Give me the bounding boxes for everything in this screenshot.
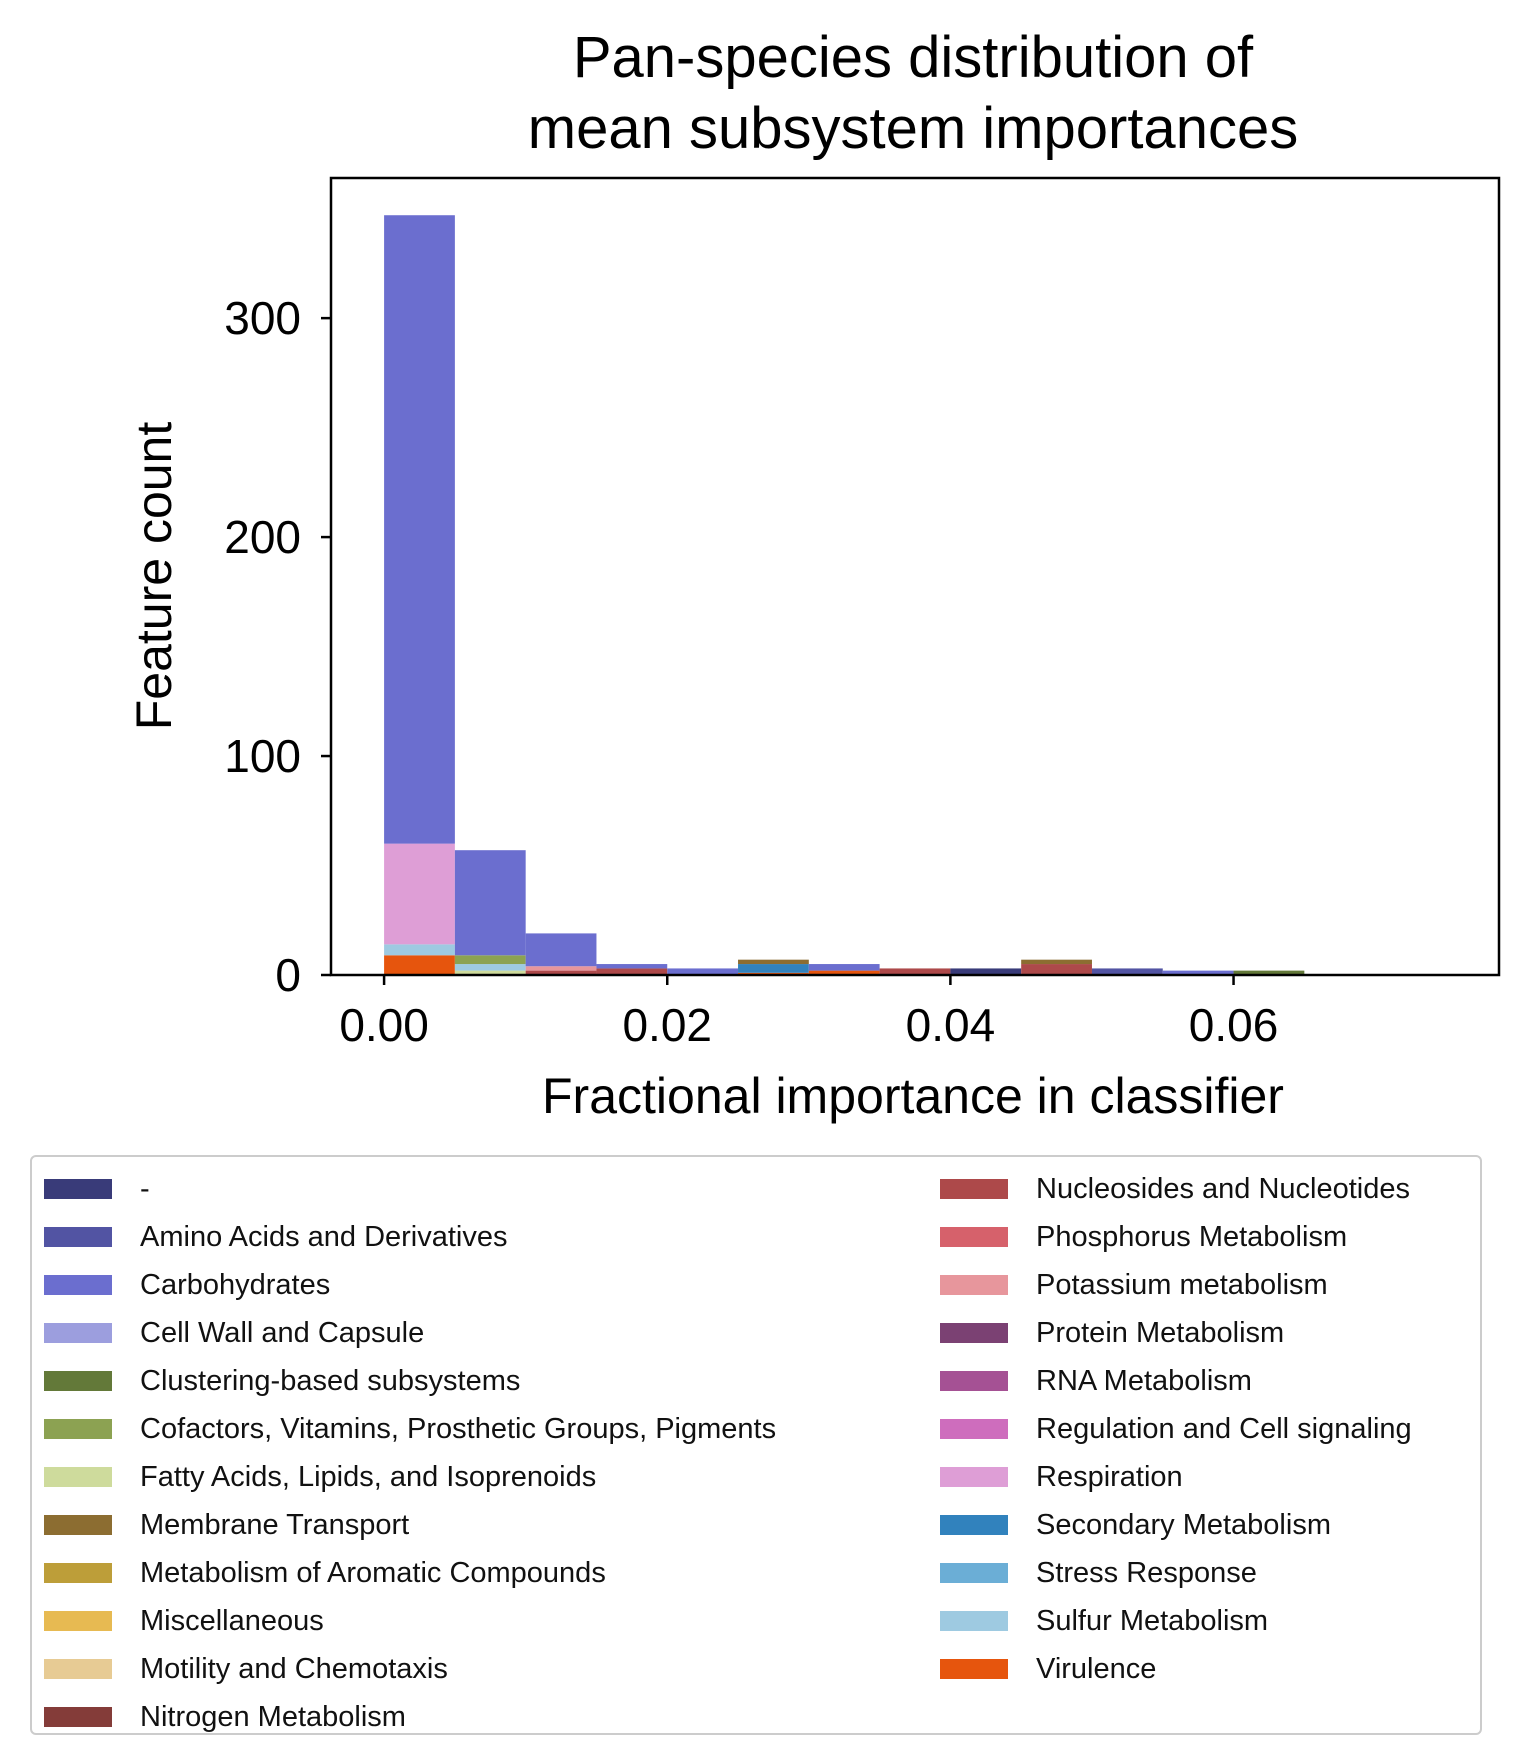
legend-swatch (940, 1515, 1008, 1535)
legend-label: Secondary Metabolism (1036, 1509, 1331, 1541)
legend-swatch (940, 1323, 1008, 1343)
legend-label: Cell Wall and Capsule (140, 1317, 425, 1349)
bar-bin-8-dash (950, 968, 1022, 975)
bar-bin-1-carbohydrates (454, 850, 526, 956)
legend-swatch (44, 1611, 112, 1631)
bar-bin-4-carbohydrates (667, 968, 739, 975)
bar-bin-1-sulfur-metabolism (454, 964, 526, 971)
legend-swatch (940, 1275, 1008, 1295)
y-axis-label: Feature count (126, 422, 182, 731)
legend-swatch (44, 1179, 112, 1199)
x-tick-label: 0.00 (339, 999, 429, 1051)
bar-bin-0-carbohydrates (384, 215, 455, 844)
y-tick-label: 100 (224, 730, 301, 782)
bar-bin-10-amino-acids-and-derivatives (1091, 968, 1163, 975)
legend-swatch (44, 1227, 112, 1247)
legend-label: Motility and Chemotaxis (140, 1653, 448, 1685)
legend-swatch (44, 1323, 112, 1343)
legend-label: Sulfur Metabolism (1036, 1605, 1269, 1637)
bar-bin-0-respiration (384, 843, 455, 945)
bar-bin-6-virulence (808, 970, 880, 975)
legend-label: Clustering-based subsystems (140, 1365, 521, 1397)
y-tick-label: 200 (224, 511, 301, 563)
bar-bin-2-nucleosides-and-nucleotides (525, 970, 597, 975)
bar-bin-12-clustering-based-subsystems (1233, 970, 1305, 975)
legend-swatch (940, 1419, 1008, 1439)
bar-bin-5-secondary-metabolism (738, 964, 809, 973)
legend-swatch (940, 1179, 1008, 1199)
bar-bin-7-nucleosides-and-nucleotides (879, 968, 951, 975)
legend-label: Carbohydrates (140, 1269, 331, 1301)
legend-swatch (44, 1707, 112, 1727)
x-tick-label: 0.04 (906, 999, 996, 1051)
legend-label: Regulation and Cell signaling (1036, 1413, 1412, 1445)
legend: - Amino Acids and Derivatives Carbohydrate… (30, 1155, 1482, 1735)
y-tick-label: 300 (224, 292, 301, 344)
legend-swatch (44, 1275, 112, 1295)
axis-ticks: 0.00 0.02 0.04 0.06 0 100 200 300 (224, 292, 1278, 1051)
bar-bin-1-cofactors-vitamins-prosthetic-groups-pigments (454, 955, 526, 965)
legend-label: Stress Response (1036, 1557, 1257, 1589)
legend-label: Cofactors, Vitamins, Prosthetic Groups, … (140, 1413, 777, 1445)
legend-label: Respiration (1036, 1461, 1183, 1493)
y-tick-label: 0 (275, 949, 301, 1001)
legend-swatch (44, 1419, 112, 1439)
bar-bin-3-nucleosides-and-nucleotides (596, 968, 668, 975)
legend-label: Fatty Acids, Lipids, and Isoprenoids (140, 1461, 597, 1493)
legend-label: Amino Acids and Derivatives (140, 1221, 508, 1253)
bar-bin-2-carbohydrates (525, 933, 597, 967)
x-tick-label: 0.02 (622, 999, 712, 1051)
x-tick-label: 0.06 (1189, 999, 1279, 1051)
bar-bin-1-fatty-acids-lipids-and-isoprenoids (454, 970, 526, 975)
chart-title-line-1: Pan-species distribution of (573, 25, 1254, 90)
plot-frame (329, 176, 1501, 977)
legend-label: Virulence (1036, 1653, 1157, 1685)
legend-swatch (940, 1371, 1008, 1391)
bar-bin-3-carbohydrates (596, 964, 668, 969)
histogram-bars (384, 215, 1305, 975)
legend-label: Miscellaneous (140, 1605, 324, 1637)
legend-label: Protein Metabolism (1036, 1317, 1285, 1349)
legend-swatch (940, 1563, 1008, 1583)
legend-label: Phosphorus Metabolism (1036, 1221, 1348, 1253)
bar-bin-5-membrane-transport (738, 959, 809, 965)
legend-label: Metabolism of Aromatic Compounds (140, 1557, 606, 1589)
x-axis-label: Fractional importance in classifier (542, 1068, 1284, 1124)
legend-swatch (44, 1371, 112, 1391)
legend-swatch (940, 1467, 1008, 1487)
legend-swatch (44, 1563, 112, 1583)
legend-swatch (940, 1227, 1008, 1247)
legend-label: Nitrogen Metabolism (140, 1701, 406, 1733)
legend-label: Membrane Transport (140, 1509, 410, 1541)
legend-label: - (140, 1173, 150, 1205)
legend-swatch (940, 1659, 1008, 1679)
bar-bin-9-nucleosides-and-nucleotides (1021, 964, 1092, 975)
histogram-chart: Pan-species distribution of mean subsyst… (126, 25, 1501, 1124)
legend-label: RNA Metabolism (1036, 1365, 1252, 1397)
bar-bin-9-membrane-transport (1021, 959, 1092, 965)
legend-label: Potassium metabolism (1036, 1269, 1328, 1301)
bar-bin-0-virulence (384, 955, 455, 975)
legend-swatch (940, 1611, 1008, 1631)
legend-swatch (44, 1467, 112, 1487)
bar-bin-2-potassium-metabolism (525, 966, 597, 971)
bar-bin-6-carbohydrates (808, 964, 880, 971)
legend-label: Nucleosides and Nucleotides (1036, 1173, 1410, 1205)
bar-bin-11-carbohydrates (1162, 970, 1234, 975)
bar-bin-0-sulfur-metabolism (384, 944, 455, 956)
legend-swatch (44, 1659, 112, 1679)
chart-title-line-2: mean subsystem importances (528, 96, 1298, 161)
legend-swatch (44, 1515, 112, 1535)
